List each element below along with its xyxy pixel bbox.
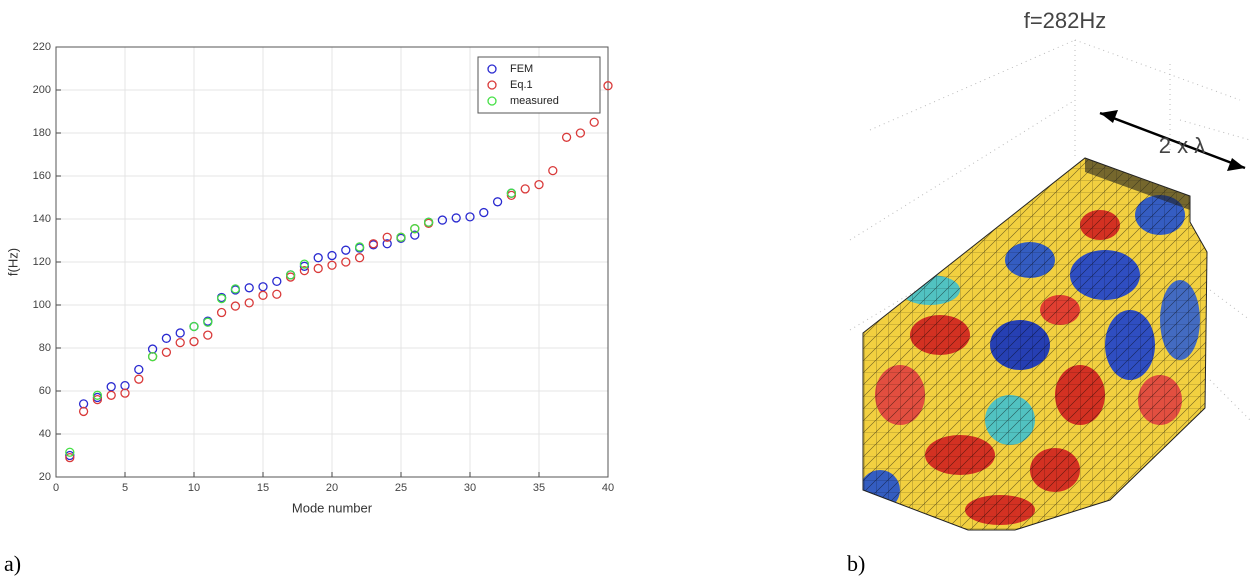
- x-tick-label: 0: [53, 482, 59, 494]
- y-axis-label: f(Hz): [5, 248, 20, 276]
- image-title: f=282Hz: [1024, 8, 1107, 33]
- annotation: 2 x λ: [1159, 133, 1205, 158]
- panel-label: a): [4, 551, 21, 576]
- y-tick-label: 20: [39, 471, 51, 483]
- x-tick-label: 25: [395, 482, 407, 494]
- y-tick-label: 100: [33, 299, 51, 311]
- y-tick-label: 200: [33, 84, 51, 96]
- x-axis-label: Mode number: [292, 500, 373, 515]
- y-tick-label: 60: [39, 385, 51, 397]
- x-tick-label: 35: [533, 482, 545, 494]
- panel-label: b): [847, 551, 865, 576]
- figure: f=282Hz 2 x λ a) b) Mode number f(Hz) 20…: [0, 0, 1255, 579]
- x-tick-label: 40: [602, 482, 614, 494]
- y-tick-label: 180: [33, 127, 51, 139]
- x-tick-label: 10: [188, 482, 200, 494]
- y-tick-label: 140: [33, 213, 51, 225]
- x-tick-label: 5: [122, 482, 128, 494]
- y-tick-label: 160: [33, 170, 51, 182]
- x-tick-label: 30: [464, 482, 476, 494]
- y-tick-label: 120: [33, 256, 51, 268]
- legend-label: Eq.1: [510, 79, 533, 91]
- y-tick-label: 220: [33, 41, 51, 53]
- legend-label: measured: [510, 95, 559, 107]
- y-tick-label: 80: [39, 342, 51, 354]
- y-tick-label: 40: [39, 428, 51, 440]
- legend-label: FEM: [510, 63, 533, 75]
- x-tick-label: 20: [326, 482, 338, 494]
- mesh-image: [850, 40, 1250, 535]
- x-tick-label: 15: [257, 482, 269, 494]
